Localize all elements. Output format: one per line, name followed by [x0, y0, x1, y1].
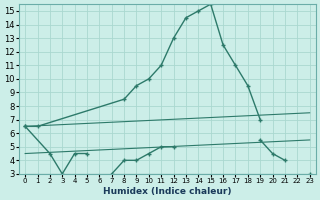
- X-axis label: Humidex (Indice chaleur): Humidex (Indice chaleur): [103, 187, 232, 196]
